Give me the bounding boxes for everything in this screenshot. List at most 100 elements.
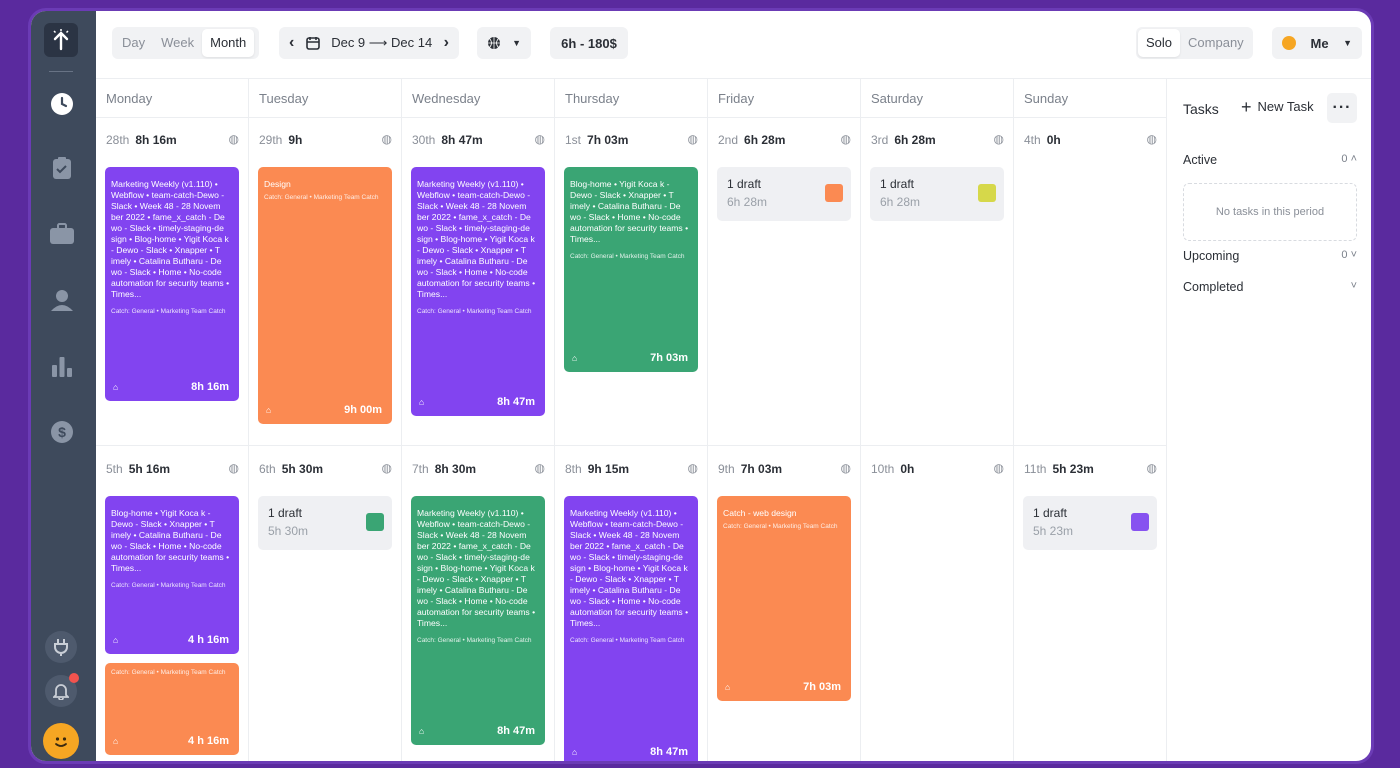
draft-card[interactable]: 1 draft 6h 28m (870, 167, 1004, 221)
tab-day[interactable]: Day (122, 35, 146, 50)
tag-icon[interactable]: ⌂ (113, 635, 119, 645)
column-tuesday: Tuesday (249, 79, 402, 761)
draft-label: 1 draft (880, 177, 915, 191)
section-label: Active (1183, 153, 1218, 167)
user-icon[interactable] (47, 285, 77, 315)
basketball-icon[interactable]: ◍ (228, 132, 239, 146)
basketball-icon[interactable]: ◍ (1146, 132, 1157, 146)
chevron-up-icon: ˄ (1347, 153, 1357, 165)
basketball-icon[interactable]: ◍ (228, 461, 239, 475)
new-task-label: New Task (1257, 99, 1314, 114)
tab-week[interactable]: Week (161, 35, 195, 50)
caret-down-icon: ▼ (1343, 38, 1352, 48)
tag-icon[interactable]: ⌂ (572, 747, 578, 757)
chevron-right-icon[interactable]: › (443, 34, 449, 51)
draft-card[interactable]: 1 draft 6h 28m (717, 167, 851, 221)
more-options-icon[interactable]: ··· (1327, 93, 1357, 123)
time-entry-card[interactable]: Marketing Weekly (v1.110) • Webflow • te… (105, 167, 239, 401)
avatar[interactable] (43, 723, 79, 759)
time-entry-card[interactable]: Catch - web design Catch: General • Mark… (717, 496, 851, 701)
section-upcoming[interactable]: Upcoming 0 ˅ (1183, 249, 1357, 263)
time-entry-card[interactable]: Blog-home • Yigit Koca k - Dewo - Slack … (564, 167, 698, 372)
basketball-icon[interactable]: ◍ (840, 461, 851, 475)
column-sunday: Sunday (1014, 79, 1167, 761)
draft-duration: 5h 23m (1033, 524, 1074, 538)
tag-icon[interactable]: ⌂ (113, 736, 119, 746)
column-saturday: Saturday (861, 79, 1014, 761)
tag-icon[interactable]: ⌂ (725, 682, 731, 692)
basketball-icon[interactable]: ◍ (381, 461, 392, 475)
svg-text:$: $ (58, 424, 66, 440)
integrations-plug-icon[interactable] (45, 631, 77, 663)
tag-icon[interactable]: ⌂ (419, 726, 425, 736)
entry-project: Catch: General • Marketing Team Catch (111, 582, 226, 589)
basketball-icon[interactable]: ◍ (687, 132, 698, 146)
section-count: 0 (1341, 153, 1348, 165)
basketball-icon[interactable]: ◍ (534, 132, 545, 146)
logo-icon (53, 29, 69, 51)
reports-chart-icon[interactable] (47, 351, 77, 381)
tag-icon[interactable]: ⌂ (419, 397, 425, 407)
clock-icon[interactable] (47, 89, 77, 119)
time-entry-card[interactable]: Blog-home • Yigit Koca k - Dewo - Slack … (105, 496, 239, 654)
time-entry-card[interactable]: Catch: General • Marketing Team Catch ⌂ … (105, 663, 239, 755)
basketball-icon[interactable]: ◍ (993, 461, 1004, 475)
tasks-panel: Tasks + New Task ··· Active 0 ˄ No tasks… (1166, 79, 1371, 761)
entry-project: Catch: General • Marketing Team Catch (723, 523, 838, 530)
tab-company[interactable]: Company (1188, 35, 1244, 50)
toolbar: Day Week Month ‹ Dec 9 ⟶ Dec 14 › ▼ 6h -… (96, 11, 1371, 79)
entry-project: Catch: General • Marketing Team Catch (417, 637, 532, 644)
tag-icon[interactable]: ⌂ (266, 405, 272, 415)
date-range-label[interactable]: Dec 9 ⟶ Dec 14 (331, 35, 433, 50)
smiley-icon (55, 737, 67, 747)
user-menu[interactable]: Me ▼ (1272, 27, 1362, 59)
draft-card[interactable]: 1 draft 5h 30m (258, 496, 392, 550)
time-entry-card[interactable]: Marketing Weekly (v1.110) • Webflow • te… (564, 496, 698, 761)
basketball-icon[interactable]: ◍ (687, 461, 698, 475)
time-entry-card[interactable]: Marketing Weekly (v1.110) • Webflow • te… (411, 167, 545, 416)
new-task-button[interactable]: + New Task (1241, 98, 1314, 116)
basketball-icon[interactable]: ◍ (534, 461, 545, 475)
draft-duration: 5h 30m (268, 524, 309, 538)
column-monday: Monday (96, 79, 249, 761)
entry-duration: 4 h 16m (188, 634, 229, 646)
chevron-left-icon[interactable]: ‹ (289, 34, 295, 51)
date-header: 7th 8h 30m ◍ (412, 461, 545, 476)
calendar-icon[interactable] (305, 36, 320, 50)
day-header: Sunday (1024, 91, 1069, 106)
tab-solo[interactable]: Solo (1138, 29, 1181, 57)
tab-month[interactable]: Month (202, 29, 255, 57)
section-completed[interactable]: Completed ˅ (1183, 280, 1357, 294)
entry-project: Catch: General • Marketing Team Catch (570, 637, 685, 644)
calendar-grid: Monday Tuesday Wednesday Thursday Friday… (96, 79, 1167, 761)
project-color-swatch (978, 184, 996, 202)
entry-description: Design (264, 179, 291, 189)
entry-project: Catch: General • Marketing Team Catch (111, 669, 226, 676)
entry-project: Catch: General • Marketing Team Catch (570, 253, 685, 260)
tag-icon[interactable]: ⌂ (572, 353, 578, 363)
entry-description: Marketing Weekly (v1.110) • Webflow • te… (417, 179, 536, 299)
briefcase-icon[interactable] (47, 219, 77, 249)
basketball-icon[interactable]: ◍ (840, 132, 851, 146)
tag-icon[interactable]: ⌂ (113, 382, 119, 392)
entry-duration: 8h 47m (497, 396, 535, 408)
basketball-icon[interactable]: ◍ (993, 132, 1004, 146)
entry-duration: 8h 16m (191, 381, 229, 393)
draft-card[interactable]: 1 draft 5h 23m (1023, 496, 1157, 550)
app-logo[interactable] (44, 23, 78, 57)
notification-badge (69, 673, 79, 683)
basketball-icon[interactable]: ◍ (381, 132, 392, 146)
entry-description: Marketing Weekly (v1.110) • Webflow • te… (111, 179, 230, 299)
billing-dollar-icon[interactable]: $ (47, 417, 77, 447)
tasks-clipboard-icon[interactable] (47, 153, 77, 183)
projects-filter[interactable]: ▼ (477, 27, 531, 59)
basketball-icon[interactable]: ◍ (1146, 461, 1157, 475)
notifications-bell-icon[interactable] (45, 673, 79, 707)
project-color-swatch (1131, 513, 1149, 531)
time-entry-card[interactable]: Design Catch: General • Marketing Team C… (258, 167, 392, 424)
section-active[interactable]: Active 0 ˄ (1183, 153, 1357, 167)
entry-project: Catch: General • Marketing Team Catch (417, 308, 532, 315)
date-header: 4th 0h ◍ (1024, 132, 1157, 147)
time-entry-card[interactable]: Marketing Weekly (v1.110) • Webflow • te… (411, 496, 545, 745)
section-label: Completed (1183, 280, 1244, 294)
